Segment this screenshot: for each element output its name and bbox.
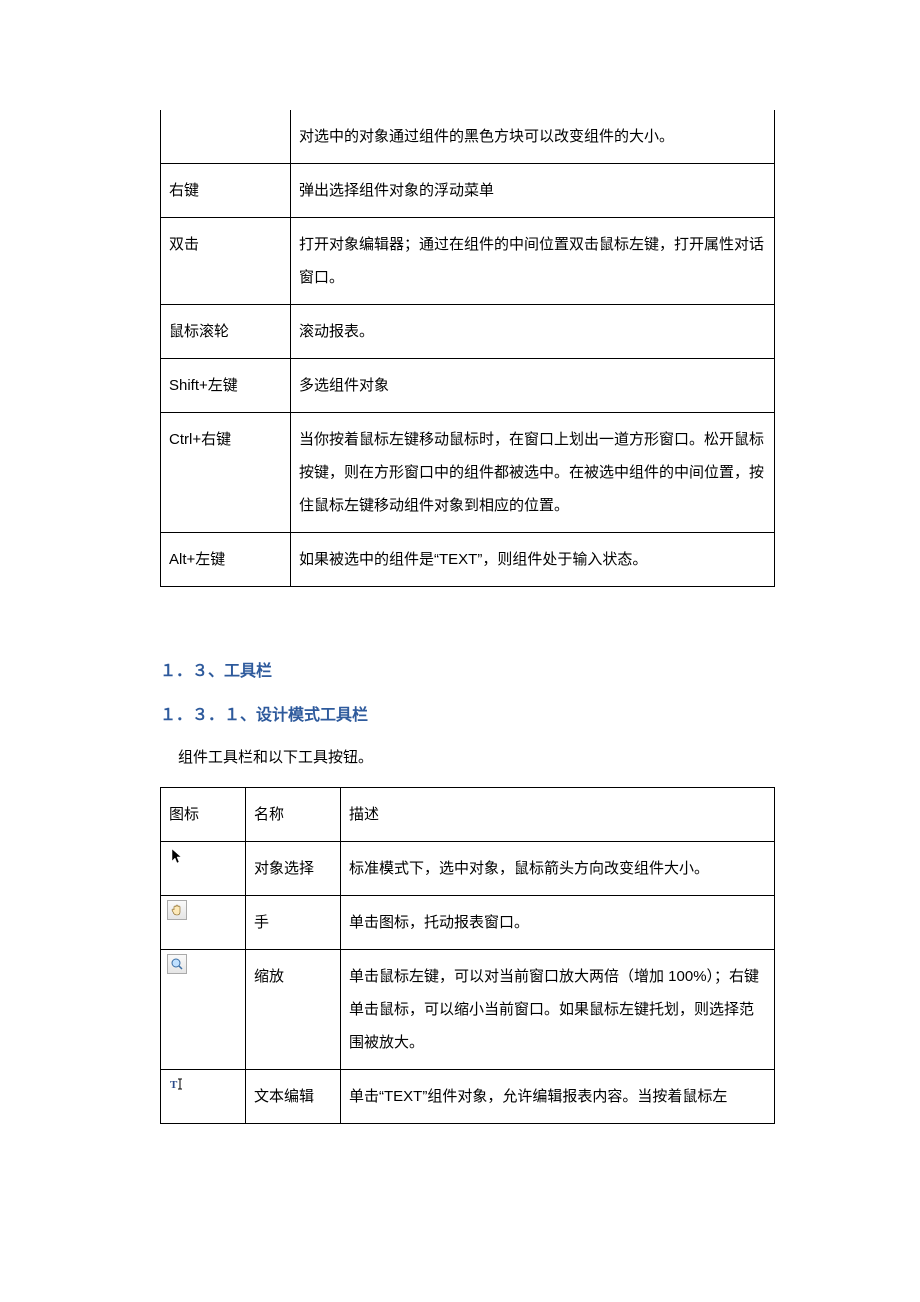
hand-icon bbox=[167, 900, 187, 920]
icon-cell bbox=[161, 950, 246, 1070]
tool-name-cell: 缩放 bbox=[246, 950, 341, 1070]
tool-name-cell: 手 bbox=[246, 896, 341, 950]
tool-desc-cell: 单击图标，托动报表窗口。 bbox=[341, 896, 775, 950]
action-desc-cell: 对选中的对象通过组件的黑色方块可以改变组件的大小。 bbox=[291, 110, 775, 164]
action-desc-cell: 滚动报表。 bbox=[291, 305, 775, 359]
subsection-heading-design-toolbar: １．３．１、设计模式工具栏 bbox=[160, 701, 775, 725]
table-row: 对象选择 标准模式下，选中对象，鼠标箭头方向改变组件大小。 bbox=[161, 842, 775, 896]
mouse-actions-table: 对选中的对象通过组件的黑色方块可以改变组件的大小。 右键 弹出选择组件对象的浮动… bbox=[160, 110, 775, 587]
table-row: Ctrl+右键 当你按着鼠标左键移动鼠标时，在窗口上划出一道方形窗口。松开鼠标按… bbox=[161, 413, 775, 533]
section-heading-toolbar: １．３、工具栏 bbox=[160, 657, 775, 681]
table-row: 双击 打开对象编辑器；通过在组件的中间位置双击鼠标左键，打开属性对话窗口。 bbox=[161, 218, 775, 305]
table-row: 右键 弹出选择组件对象的浮动菜单 bbox=[161, 164, 775, 218]
table-row: 手 单击图标，托动报表窗口。 bbox=[161, 896, 775, 950]
action-key-cell: 鼠标滚轮 bbox=[161, 305, 291, 359]
action-key-cell: Ctrl+右键 bbox=[161, 413, 291, 533]
document-page: 对选中的对象通过组件的黑色方块可以改变组件的大小。 右键 弹出选择组件对象的浮动… bbox=[0, 0, 920, 1204]
table-row: 对选中的对象通过组件的黑色方块可以改变组件的大小。 bbox=[161, 110, 775, 164]
table-row: T 文本编辑 单击“TEXT”组件对象，允许编辑报表内容。当按着鼠标左 bbox=[161, 1070, 775, 1124]
svg-text:T: T bbox=[170, 1079, 178, 1091]
table-header-row: 图标 名称 描述 bbox=[161, 788, 775, 842]
header-icon: 图标 bbox=[161, 788, 246, 842]
action-desc-cell: 打开对象编辑器；通过在组件的中间位置双击鼠标左键，打开属性对话窗口。 bbox=[291, 218, 775, 305]
action-desc-cell: 弹出选择组件对象的浮动菜单 bbox=[291, 164, 775, 218]
action-key-cell: 右键 bbox=[161, 164, 291, 218]
header-desc: 描述 bbox=[341, 788, 775, 842]
action-key-cell: Alt+左键 bbox=[161, 533, 291, 587]
toolbar-icons-table: 图标 名称 描述 对象选择 标准模式下，选中对象，鼠标箭头方向改变组件大小。 bbox=[160, 787, 775, 1124]
action-key-cell bbox=[161, 110, 291, 164]
action-key-cell: 双击 bbox=[161, 218, 291, 305]
table-row: 鼠标滚轮 滚动报表。 bbox=[161, 305, 775, 359]
icon-cell bbox=[161, 896, 246, 950]
table-row: 缩放 单击鼠标左键，可以对当前窗口放大两倍（增加 100%）；右键单击鼠标，可以… bbox=[161, 950, 775, 1070]
cursor-icon bbox=[167, 846, 187, 866]
icon-cell: T bbox=[161, 1070, 246, 1124]
tool-desc-cell: 单击鼠标左键，可以对当前窗口放大两倍（增加 100%）；右键单击鼠标，可以缩小当… bbox=[341, 950, 775, 1070]
icon-cell bbox=[161, 842, 246, 896]
action-desc-cell: 当你按着鼠标左键移动鼠标时，在窗口上划出一道方形窗口。松开鼠标按键，则在方形窗口… bbox=[291, 413, 775, 533]
tool-desc-cell: 标准模式下，选中对象，鼠标箭头方向改变组件大小。 bbox=[341, 842, 775, 896]
table-row: Alt+左键 如果被选中的组件是“TEXT”，则组件处于输入状态。 bbox=[161, 533, 775, 587]
zoom-icon bbox=[167, 954, 187, 974]
toolbar-intro-text: 组件工具栏和以下工具按钮。 bbox=[178, 743, 775, 773]
action-desc-cell: 多选组件对象 bbox=[291, 359, 775, 413]
header-name: 名称 bbox=[246, 788, 341, 842]
action-desc-cell: 如果被选中的组件是“TEXT”，则组件处于输入状态。 bbox=[291, 533, 775, 587]
action-key-cell: Shift+左键 bbox=[161, 359, 291, 413]
tool-name-cell: 对象选择 bbox=[246, 842, 341, 896]
text-edit-icon: T bbox=[167, 1074, 187, 1094]
tool-name-cell: 文本编辑 bbox=[246, 1070, 341, 1124]
tool-desc-cell: 单击“TEXT”组件对象，允许编辑报表内容。当按着鼠标左 bbox=[341, 1070, 775, 1124]
table-row: Shift+左键 多选组件对象 bbox=[161, 359, 775, 413]
